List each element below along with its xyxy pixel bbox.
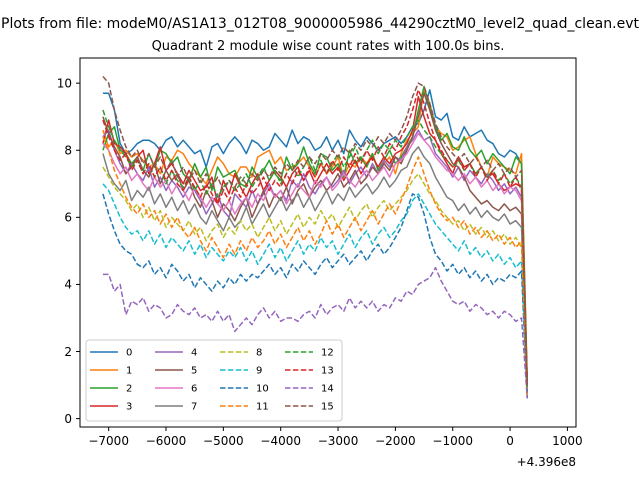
- y-tick-label: 2: [64, 345, 72, 359]
- plot-area: [79, 57, 577, 428]
- legend-label-1: 1: [126, 366, 132, 377]
- x-tick-label: −7000: [88, 434, 129, 448]
- legend-label-15: 15: [321, 402, 334, 413]
- y-tick-label: 0: [64, 412, 72, 426]
- y-axis: 0 2 4 6 8 10: [57, 76, 80, 426]
- y-tick-label: 8: [64, 144, 72, 158]
- x-tick-label: 0: [506, 434, 514, 448]
- legend-label-13: 13: [321, 366, 334, 377]
- series-line-4: [102, 129, 529, 392]
- series-line-0: [102, 89, 529, 386]
- x-tick-label: −5000: [203, 434, 244, 448]
- x-tick-label: −1000: [432, 434, 473, 448]
- legend-label-2: 2: [126, 384, 132, 395]
- legend-label-3: 3: [126, 402, 132, 413]
- legend-label-5: 5: [191, 366, 197, 377]
- x-tick-label: −4000: [260, 434, 301, 448]
- legend-label-0: 0: [126, 348, 132, 359]
- series-line-9: [102, 183, 529, 399]
- series-line-6: [102, 132, 529, 396]
- series-lines: [102, 75, 529, 399]
- legend-label-12: 12: [321, 348, 334, 359]
- series-line-5: [102, 92, 529, 386]
- series-line-12: [102, 109, 529, 392]
- series-line-8: [102, 166, 529, 396]
- x-tick-label: −2000: [375, 434, 416, 448]
- legend-label-10: 10: [256, 384, 269, 395]
- x-tick-label: 1000: [552, 434, 583, 448]
- legend-label-6: 6: [191, 384, 197, 395]
- series-line-15: [102, 75, 529, 386]
- legend-label-9: 9: [256, 366, 262, 377]
- chart-title: Quadrant 2 module wise count rates with …: [152, 39, 505, 54]
- series-line-13: [102, 89, 529, 386]
- legend-label-4: 4: [191, 348, 197, 359]
- y-tick-label: 4: [64, 278, 72, 292]
- x-tick-label: −3000: [318, 434, 359, 448]
- series-line-7: [102, 146, 529, 396]
- legend-label-8: 8: [256, 348, 262, 359]
- series-line-10: [102, 193, 529, 399]
- y-tick-label: 10: [57, 76, 72, 90]
- y-tick-label: 6: [64, 211, 72, 225]
- legend-label-11: 11: [256, 402, 269, 413]
- legend-label-7: 7: [191, 402, 197, 413]
- x-axis: −7000 −6000 −5000 −4000 −3000 −2000 −1000 0 1000: [88, 427, 583, 448]
- legend-box: [85, 339, 343, 422]
- figure-suptitle: Plots from file: modeM0/AS1A13_012T08_90…: [1, 16, 639, 32]
- series-line-11: [102, 136, 529, 396]
- x-axis-offset-label: +4.396e8: [517, 455, 576, 469]
- series-line-1: [102, 89, 529, 379]
- legend-label-14: 14: [321, 384, 334, 395]
- series-line-2: [102, 85, 529, 386]
- series-line-14: [102, 266, 529, 399]
- x-tick-label: −6000: [146, 434, 187, 448]
